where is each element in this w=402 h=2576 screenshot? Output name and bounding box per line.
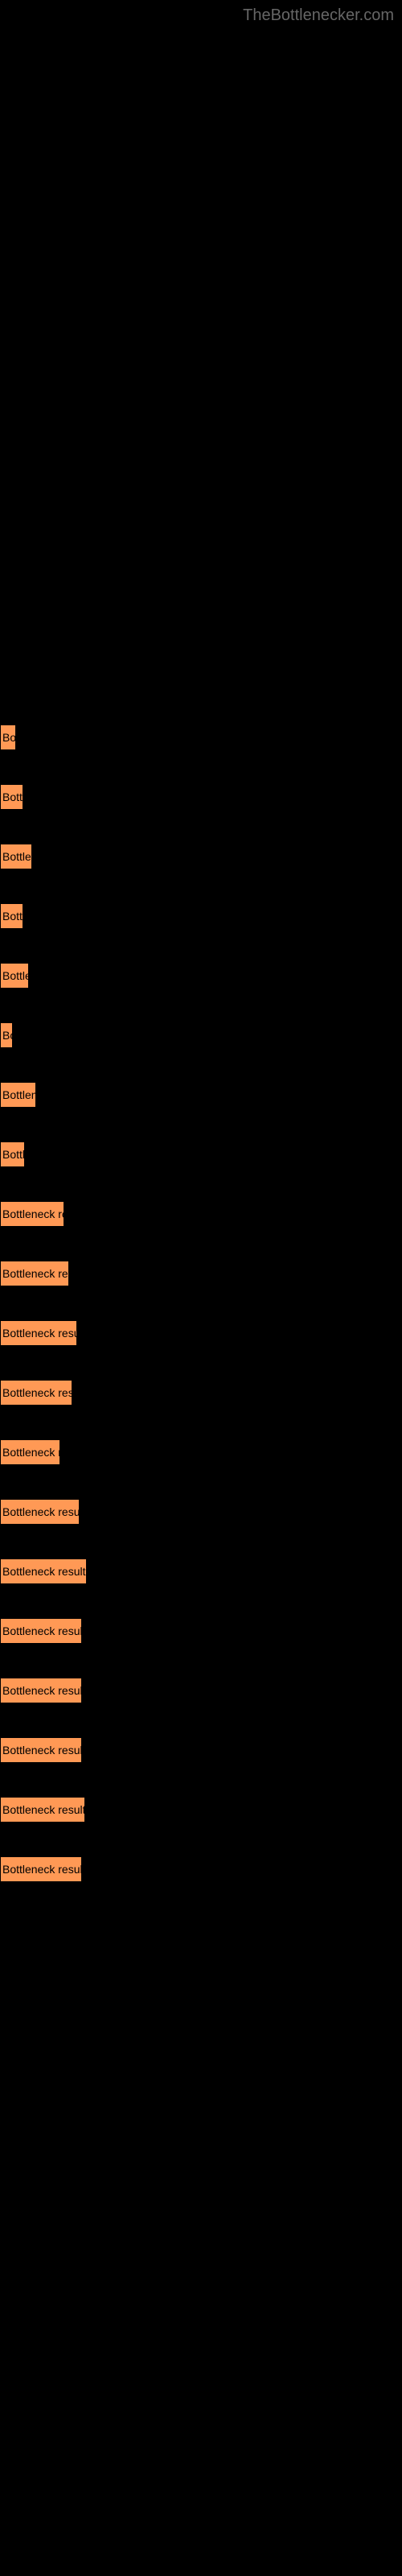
bar: Bottleneck result: [0, 1678, 82, 1703]
bar-row: Bottleneck res: [0, 1261, 402, 1286]
bar-row: Bottleneck resu: [0, 1380, 402, 1406]
bar-row: Bottleneck result: [0, 1558, 402, 1584]
bar-row: Bottl: [0, 903, 402, 929]
bar-chart: Bo Bottl Bottlen Bottl Bottlen Bo Bottlene Bott…: [0, 0, 402, 1882]
bar-row: Bo: [0, 724, 402, 750]
bar: Bottleneck result: [0, 1856, 82, 1882]
bar: Bottlen: [0, 963, 29, 989]
bar-row: Bottleneck result: [0, 1856, 402, 1882]
bar-row: Bottleneck result: [0, 1797, 402, 1823]
bar: Bottle: [0, 1141, 25, 1167]
bar-row: Bottleneck result: [0, 1678, 402, 1703]
bar-row: Bottleneck result: [0, 1737, 402, 1763]
bar: Bottleneck resu: [0, 1380, 72, 1406]
bar-row: Bottleneck result: [0, 1618, 402, 1644]
bar: Bottleneck result: [0, 1618, 82, 1644]
watermark-text: TheBottlenecker.com: [243, 6, 394, 25]
bar: Bottleneck resul: [0, 1499, 80, 1525]
bar-row: Bottle: [0, 1141, 402, 1167]
bar: Bottleneck resul: [0, 1320, 77, 1346]
bar-row: Bottleneck r: [0, 1439, 402, 1465]
bar: Bottl: [0, 784, 23, 810]
bar-row: Bottleneck resul: [0, 1320, 402, 1346]
bar-row: Bottl: [0, 784, 402, 810]
bar-row: Bottlen: [0, 963, 402, 989]
bar: Bottl: [0, 903, 23, 929]
bar: Bo: [0, 724, 16, 750]
bar-row: Bo: [0, 1022, 402, 1048]
bar: Bottlen: [0, 844, 32, 869]
bar: Bottleneck r: [0, 1439, 60, 1465]
bar: Bottleneck result: [0, 1797, 85, 1823]
bar: Bottleneck result: [0, 1558, 87, 1584]
bar: Bottleneck res: [0, 1261, 69, 1286]
bar: Bottleneck result: [0, 1737, 82, 1763]
bar: Bottleneck re: [0, 1201, 64, 1227]
bar-row: Bottlene: [0, 1082, 402, 1108]
bar-row: Bottleneck re: [0, 1201, 402, 1227]
bar: Bottlene: [0, 1082, 36, 1108]
bar: Bo: [0, 1022, 13, 1048]
bar-row: Bottleneck resul: [0, 1499, 402, 1525]
bar-row: Bottlen: [0, 844, 402, 869]
